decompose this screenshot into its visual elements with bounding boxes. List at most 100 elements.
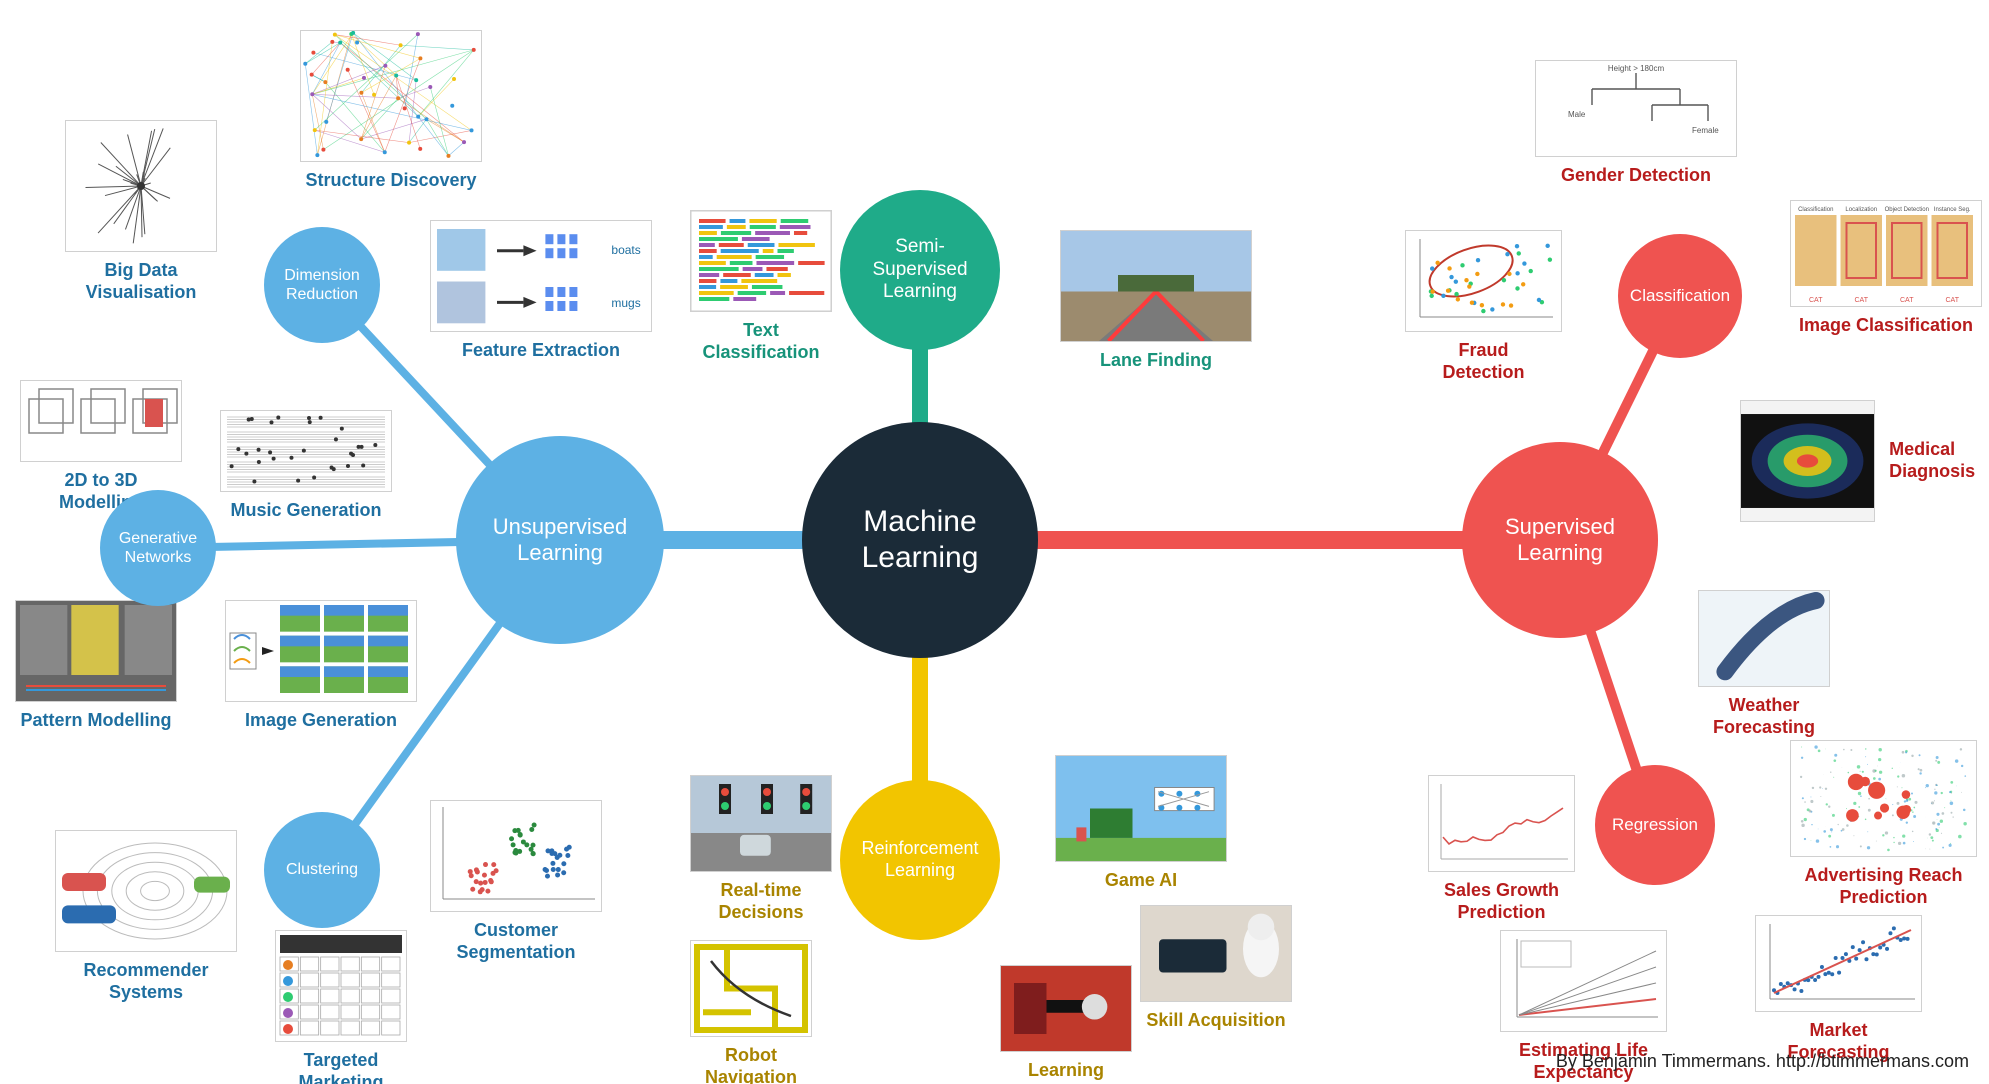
- svg-text:CAT: CAT: [1809, 297, 1823, 304]
- thumbnail-pattern-image: [15, 600, 177, 702]
- thumbnail-structure-image: [300, 30, 482, 162]
- node-regression: Regression: [1595, 765, 1715, 885]
- node-supervised: Supervised Learning: [1462, 442, 1658, 638]
- svg-text:Height > 180cm: Height > 180cm: [1608, 64, 1665, 73]
- svg-text:Localization: Localization: [1845, 207, 1877, 213]
- svg-text:Female: Female: [1692, 126, 1719, 135]
- node-classification-label: Classification: [1630, 286, 1730, 306]
- node-center: Machine Learning: [802, 422, 1038, 658]
- svg-text:CAT: CAT: [1855, 297, 1869, 304]
- thumbnail-segment: Customer Segmentation: [430, 800, 602, 963]
- thumbnail-lane-label: Lane Finding: [1100, 350, 1212, 372]
- thumbnail-pattern: Pattern Modelling: [15, 600, 177, 732]
- thumbnail-bigdata-image: [65, 120, 217, 252]
- thumbnail-recommend-label: Recommender Systems: [83, 960, 208, 1003]
- thumbnail-imgclass-label: Image Classification: [1799, 315, 1973, 337]
- thumbnail-realtime-image: [690, 775, 832, 872]
- thumbnail-textclass-image: [690, 210, 832, 312]
- thumbnail-robotnav-label: Robot Navigation: [705, 1045, 797, 1084]
- thumbnail-adreach: Advertising Reach Prediction: [1790, 740, 1977, 908]
- thumbnail-imagegen-image: [225, 600, 417, 702]
- svg-text:Classification: Classification: [1798, 207, 1833, 213]
- thumbnail-targeted-label: Targeted Marketing: [298, 1050, 383, 1084]
- thumbnail-skill: Skill Acquisition: [1140, 905, 1292, 1032]
- node-dimred: Dimension Reduction: [264, 227, 380, 343]
- thumbnail-fraud-label: Fraud Detection: [1442, 340, 1524, 383]
- thumbnail-gender: Height > 180cm Male Female Gender Detecti…: [1535, 60, 1737, 187]
- node-gennet-label: Generative Networks: [119, 529, 197, 567]
- node-gennet: Generative Networks: [100, 490, 216, 606]
- thumbnail-recommend-image: [55, 830, 237, 952]
- thumbnail-realtime-label: Real-time Decisions: [718, 880, 803, 923]
- svg-text:CAT: CAT: [1946, 297, 1960, 304]
- svg-text:boats: boats: [611, 243, 640, 257]
- thumbnail-gameai: Game AI: [1055, 755, 1227, 892]
- thumbnail-skill-image: [1140, 905, 1292, 1002]
- thumbnail-2d3d-image: [20, 380, 182, 462]
- thumbnail-structure: Structure Discovery: [300, 30, 482, 192]
- thumbnail-segment-label: Customer Segmentation: [456, 920, 575, 963]
- thumbnail-robotnav-image: [690, 940, 812, 1037]
- thumbnail-feature-image: boats mugs: [430, 220, 652, 332]
- node-semisupervised: Semi- Supervised Learning: [840, 190, 1000, 350]
- thumbnail-gender-label: Gender Detection: [1561, 165, 1711, 187]
- thumbnail-gameai-image: [1055, 755, 1227, 862]
- thumbnail-lane: Lane Finding: [1060, 230, 1252, 372]
- node-unsupervised: Unsupervised Learning: [456, 436, 664, 644]
- thumbnail-bigdata: Big Data Visualisation: [65, 120, 217, 303]
- svg-text:mugs: mugs: [611, 296, 640, 310]
- thumbnail-music-label: Music Generation: [230, 500, 381, 522]
- thumbnail-music: Music Generation: [220, 410, 392, 522]
- attribution-text: By Benjamin Timmermans. http://btimmerma…: [1556, 1051, 1969, 1072]
- thumbnail-lane-image: [1060, 230, 1252, 342]
- thumbnail-weather-label: Weather Forecasting: [1713, 695, 1815, 738]
- node-reinforcement-label: Reinforcement Learning: [861, 838, 978, 881]
- node-dimred-label: Dimension Reduction: [284, 266, 360, 304]
- node-reinforcement: Reinforcement Learning: [840, 780, 1000, 940]
- thumbnail-adreach-label: Advertising Reach Prediction: [1804, 865, 1962, 908]
- thumbnail-bigdata-label: Big Data Visualisation: [86, 260, 197, 303]
- thumbnail-textclass-label: Text Classification: [702, 320, 819, 363]
- svg-text:Male: Male: [1568, 110, 1586, 119]
- thumbnail-learntask: Learning Tasks: [1000, 965, 1132, 1084]
- thumbnail-segment-image: [430, 800, 602, 912]
- thumbnail-robotnav: Robot Navigation: [690, 940, 812, 1084]
- thumbnail-targeted: Targeted Marketing: [275, 930, 407, 1084]
- thumbnail-sales: Sales Growth Prediction: [1428, 775, 1575, 923]
- thumbnail-learntask-image: [1000, 965, 1132, 1052]
- thumbnail-gameai-label: Game AI: [1105, 870, 1177, 892]
- thumbnail-medical: Medical Diagnosis: [1740, 400, 1989, 522]
- thumbnail-lifeexp-image: [1500, 930, 1667, 1032]
- diagram-canvas: Machine Learning Unsupervised Learning Sem…: [0, 0, 1989, 1084]
- thumbnail-market-image: [1755, 915, 1922, 1012]
- thumbnail-pattern-label: Pattern Modelling: [20, 710, 171, 732]
- thumbnail-adreach-image: [1790, 740, 1977, 857]
- thumbnail-weather-image: [1698, 590, 1830, 687]
- node-classification: Classification: [1618, 234, 1742, 358]
- thumbnail-textclass: Text Classification: [690, 210, 832, 363]
- thumbnail-fraud: Fraud Detection: [1405, 230, 1562, 383]
- thumbnail-market: Market Forecasting: [1755, 915, 1922, 1063]
- thumbnail-feature-label: Feature Extraction: [462, 340, 620, 362]
- thumbnail-imgclass: Classification CAT Localization CAT Object D…: [1790, 200, 1982, 337]
- thumbnail-imagegen: Image Generation: [225, 600, 417, 732]
- svg-text:CAT: CAT: [1900, 297, 1914, 304]
- thumbnail-learntask-label: Learning Tasks: [1028, 1060, 1104, 1084]
- svg-text:Object Detection: Object Detection: [1885, 207, 1929, 213]
- node-clustering-label: Clustering: [286, 860, 358, 879]
- thumbnail-imgclass-image: Classification CAT Localization CAT Object D…: [1790, 200, 1982, 307]
- thumbnail-fraud-image: [1405, 230, 1562, 332]
- thumbnail-skill-label: Skill Acquisition: [1146, 1010, 1285, 1032]
- thumbnail-sales-label: Sales Growth Prediction: [1444, 880, 1559, 923]
- node-unsupervised-label: Unsupervised Learning: [493, 514, 628, 567]
- node-supervised-label: Supervised Learning: [1505, 514, 1615, 567]
- node-regression-label: Regression: [1612, 815, 1698, 835]
- thumbnail-imagegen-label: Image Generation: [245, 710, 397, 732]
- node-semisupervised-label: Semi- Supervised Learning: [872, 236, 967, 304]
- node-center-label: Machine Learning: [862, 504, 979, 576]
- thumbnail-gender-image: Height > 180cm Male Female: [1535, 60, 1737, 157]
- node-clustering: Clustering: [264, 812, 380, 928]
- thumbnail-music-image: [220, 410, 392, 492]
- thumbnail-medical-image: [1740, 400, 1875, 522]
- thumbnail-recommend: Recommender Systems: [55, 830, 237, 1003]
